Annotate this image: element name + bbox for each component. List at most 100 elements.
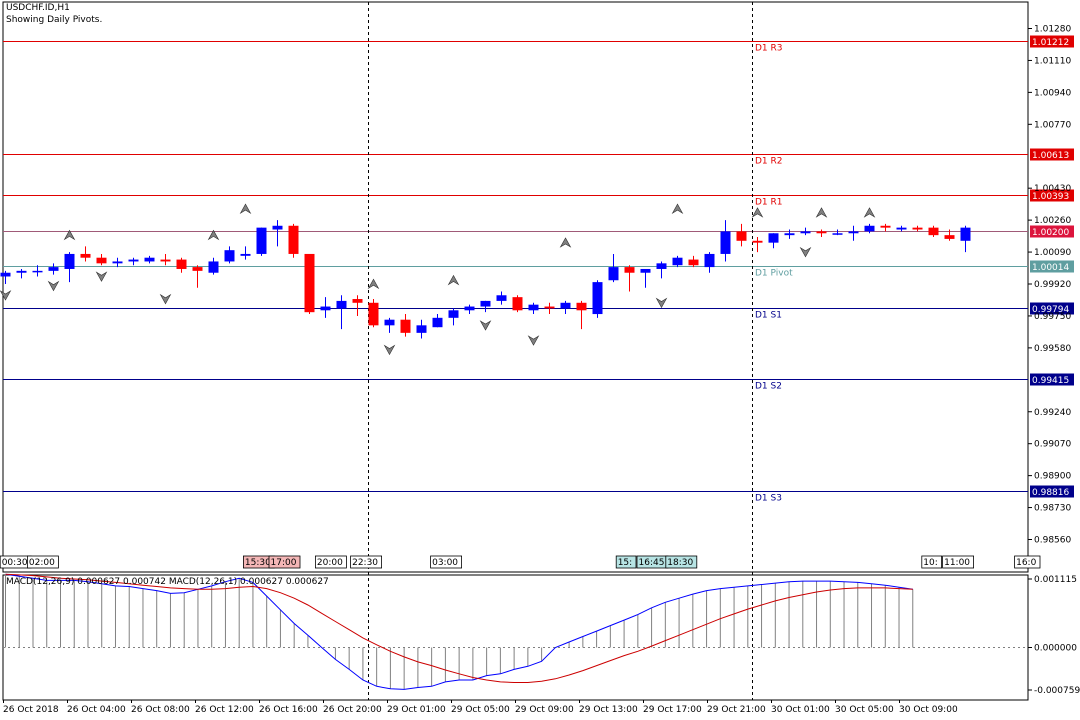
candle-body	[464, 306, 475, 311]
fractal-up-icon	[559, 237, 572, 248]
fractal-up-icon	[367, 278, 380, 290]
session-label: 16:45	[639, 558, 665, 568]
price-tick-label: 0.99580	[1034, 344, 1071, 354]
macd-tick-label: 0.001115	[1034, 575, 1077, 585]
candle	[176, 257, 187, 273]
price-tick-label: 1.00940	[1034, 88, 1071, 98]
candle	[368, 299, 379, 328]
price-tick-label: 0.98730	[1034, 504, 1071, 514]
candle-body	[880, 225, 891, 228]
candle	[208, 257, 219, 275]
price-tick-label: 1.00430	[1034, 184, 1071, 194]
macd-tick-label: -0.000759	[1034, 686, 1080, 696]
session-box	[350, 555, 383, 569]
pivot-label: D1 S2	[755, 382, 782, 392]
candle-body	[752, 240, 763, 243]
macd-tick-label: 0.000000	[1034, 644, 1077, 654]
fractal-down-icon	[95, 271, 108, 282]
candle	[48, 263, 59, 275]
fractal-up-icon	[815, 207, 828, 218]
session-label: 00:30	[2, 558, 28, 568]
price-tick-label: 0.99750	[1034, 312, 1071, 322]
fractal-down-icon	[383, 344, 396, 356]
candle	[832, 229, 843, 236]
candle	[240, 246, 251, 260]
candle	[320, 297, 331, 318]
fractals	[0, 203, 876, 356]
candle-body	[240, 253, 251, 256]
fractal-down-icon	[655, 297, 668, 309]
candle	[800, 227, 811, 236]
candle-body	[736, 231, 747, 241]
candle	[464, 304, 475, 315]
candle	[736, 223, 747, 247]
candle	[912, 225, 923, 232]
candle	[640, 268, 651, 288]
time-label: 26 Oct 12:00	[195, 705, 254, 715]
candle-body	[624, 267, 635, 273]
macd-signal-line	[5, 573, 913, 683]
candle	[480, 300, 491, 313]
candle-body	[768, 233, 779, 243]
candle	[96, 253, 107, 266]
candle	[592, 280, 603, 318]
fractal-up-icon	[863, 207, 876, 218]
candle-body	[432, 317, 443, 328]
session-box	[26, 555, 59, 569]
candle	[128, 257, 139, 266]
candle-body	[16, 270, 27, 273]
fractal-down-icon	[159, 293, 172, 305]
fractal-down-icon	[47, 280, 60, 292]
candle	[704, 252, 715, 273]
pivot-value-label: 1.00393	[1032, 192, 1069, 202]
price-tick-label: 1.00090	[1034, 248, 1071, 258]
candle-body	[272, 225, 283, 230]
candle-body	[64, 253, 75, 269]
candle	[624, 265, 635, 292]
candle-body	[368, 302, 379, 326]
candle-body	[560, 302, 571, 309]
candle-body	[960, 227, 971, 241]
candle	[448, 308, 459, 326]
fractal-up-icon	[447, 274, 460, 286]
macd-main-line	[5, 573, 913, 690]
session-label: 02:00	[29, 558, 55, 568]
time-label: 30 Oct 05:00	[835, 705, 894, 715]
candle-body	[592, 282, 603, 315]
candle-body	[176, 259, 187, 269]
time-label: 29 Oct 09:00	[515, 705, 574, 715]
price-axis: 1.01280 1.01110 1.00940 1.00770 1.00430 1.002…	[1028, 25, 1080, 696]
session-box	[314, 555, 347, 569]
session-label: 20:00	[317, 558, 343, 568]
candle	[544, 302, 555, 315]
session-label: 17:00	[271, 558, 297, 568]
time-label: 29 Oct 17:00	[643, 705, 702, 715]
candle-body	[192, 267, 203, 271]
price-tick-label: 1.01280	[1034, 25, 1071, 35]
candle-body	[896, 227, 907, 230]
candle-body	[800, 231, 811, 234]
candle	[672, 255, 683, 268]
time-label: 26 Oct 16:00	[259, 705, 318, 715]
time-label: 29 Oct 01:00	[387, 705, 446, 715]
session-box	[268, 555, 301, 569]
day-separators	[368, 2, 753, 700]
candle	[528, 302, 539, 315]
candle	[688, 255, 699, 268]
candle-body	[496, 295, 507, 301]
time-label: 26 Oct 08:00	[131, 705, 190, 715]
candle-body	[784, 233, 795, 236]
fractal-up-icon	[63, 229, 76, 241]
session-box	[615, 555, 637, 569]
candle-body	[640, 268, 651, 273]
candle	[512, 295, 523, 313]
candle-body	[336, 300, 347, 309]
pivot-label: D1 S3	[755, 494, 782, 504]
fractal-down-icon	[527, 335, 540, 346]
candle-body	[160, 259, 171, 262]
candle-body	[304, 253, 315, 313]
session-label: 03:00	[432, 558, 458, 568]
pivot-value-label: 1.00613	[1032, 151, 1069, 161]
time-label: 26 Oct 04:00	[67, 705, 126, 715]
candle	[256, 227, 267, 256]
